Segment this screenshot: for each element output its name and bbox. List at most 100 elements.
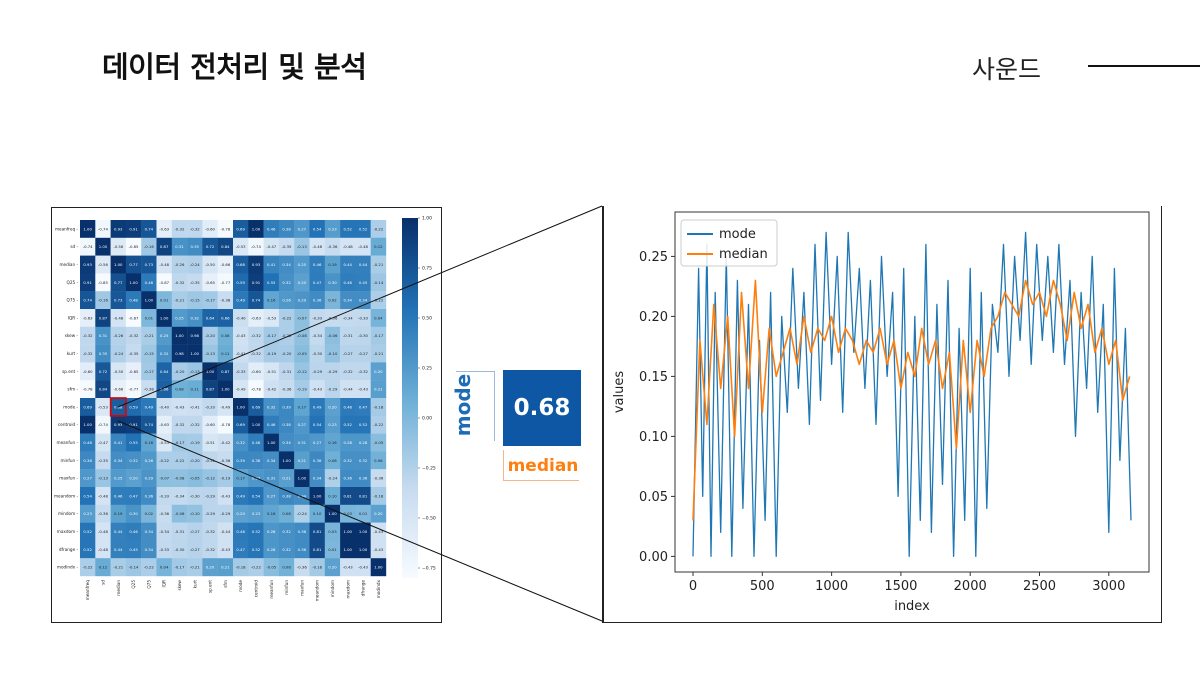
heatmap-cell [80,326,96,345]
heatmap-cell-label: -0.32 [358,369,368,374]
heatmap-cell-label: 0.20 [236,511,245,516]
heatmap-cell-label: -0.22 [83,565,93,570]
heatmap-cell-label: 1.00 [83,226,92,231]
heatmap-cell [95,362,111,381]
heatmap-cell [80,487,96,505]
heatmap-cell [80,451,96,470]
heatmap-cell-label: -0.17 [175,565,185,570]
y-tick-label: 0.00 [639,550,668,565]
heatmap-cell-label: 0.26 [145,458,154,463]
heatmap-cell-label: 0.30 [328,280,337,285]
heatmap-cell-label: -0.18 [312,565,322,570]
y-tick-label: 0.10 [639,430,668,445]
heatmap-cell-label: -0.78 [251,387,261,392]
x-tick-label: 3000 [1092,579,1125,594]
heatmap-cell-label: -0.20 [175,369,185,374]
heatmap-cell [95,255,111,274]
heatmap-cell-label: 0.36 [359,476,368,481]
heatmap-cell-label: 0.46 [267,226,276,231]
heatmap-cell-label: 1.00 [221,387,230,392]
heatmap-cell-label: -0.32 [129,333,139,338]
heatmap-cell-label: 0.44 [114,529,123,534]
heatmap-cell-label: 0.29 [298,298,307,303]
x-axis-label: index [894,599,930,614]
heatmap-cell-label: -0.13 [205,351,215,356]
heatmap-cell-label: -0.22 [373,422,383,427]
heatmap-cell-label: 0.54 [83,493,92,498]
heatmap-cell [95,326,111,345]
mode-median-lineplot: 0 500 1000 1500 2000 2500 3000 0.00 0.05 0.10 0.15… [612,211,1150,614]
heatmap-cell-label: 0.52 [344,422,353,427]
heatmap-cell-label: 0.47 [359,404,368,409]
heatmap-cell-label: 1.00 [344,547,353,552]
heatmap-cell-label: -0.63 [83,315,93,320]
heatmap-row-label: skew - [65,333,79,338]
heatmap-cell-label: -0.29 [328,369,338,374]
heatmap-cell [80,309,96,327]
heatmap-cell-label: -0.27 [190,529,200,534]
heatmap-cell [95,415,111,434]
heatmap-cell-label: -0.08 [297,333,307,338]
heatmap-cell-label: 1.00 [344,529,353,534]
x-tick-label: 2000 [954,579,987,594]
heatmap-cell-label: 0.30 [129,511,138,516]
heatmap-cell-label: -0.15 [190,298,200,303]
heatmap-cell-label: 0.20 [206,565,215,570]
heatmap-cell [95,522,111,541]
heatmap-cell [80,362,96,381]
heatmap-cell-label: 0.68 [236,262,245,267]
heatmap-row-label: sfm - [67,387,78,392]
heatmap-cell-label: 0.20 [129,476,138,481]
heatmap-cell-label: 0.69 [236,422,245,427]
heatmap-col-label: Q75 [146,580,151,589]
heatmap-row-label: centroid - [58,422,79,427]
heatmap-cell-label: -0.19 [220,476,230,481]
heatmap-cell-label: 1.00 [252,226,261,231]
heatmap-cell-label: -0.47 [266,244,276,249]
heatmap-cell-label: -0.19 [266,351,276,356]
heatmap-cell-label: 0.31 [99,333,108,338]
heatmap-cell-label: 0.26 [282,298,291,303]
heatmap-cell-label: -0.32 [175,226,185,231]
series-line-median [692,279,1131,521]
heatmap-cell-label: 0.64 [206,315,215,320]
heatmap-col-label: dfrange [361,580,366,597]
heatmap-col-label: maxdom [345,580,350,598]
callout-row-label: mode [451,373,475,437]
heatmap-cell-label: -0.29 [220,511,230,516]
heatmap-cell [95,487,111,505]
correlation-heatmap-panel: 1.00 -0.74 0.93 0.91 0.74 -0.63 -0.32 -0.32 -0.6… [51,207,442,623]
heatmap-cell [80,255,96,274]
heatmap-cell-label: 0.49 [145,404,154,409]
heatmap-cell-label: -0.48 [358,244,368,249]
heatmap-cell-label: 0.38 [83,458,92,463]
heatmap-cell-label: 0.45 [359,280,368,285]
heatmap-cell-label: -0.18 [373,404,383,409]
heatmap-cell-label: 0.12 [374,244,383,249]
heatmap-cell-label: 0.93 [114,422,123,427]
heatmap-cell-label: 0.55 [129,440,138,445]
heatmap-cell [80,469,96,488]
heatmap-col-label: Q25 [131,580,136,589]
heatmap-cell-label: 0.49 [236,298,245,303]
heatmap-cell-label: -0.12 [297,369,307,374]
heatmap-cell-label: 0.36 [344,476,353,481]
heatmap-cell-label: -0.51 [266,369,276,374]
heatmap-cell-label: -0.41 [236,351,246,356]
heatmap-cell-label: -0.22 [282,315,292,320]
heatmap-cell-label: -0.08 [175,476,185,481]
heatmap-cell-label: -0.48 [98,529,108,534]
heatmap-cell-label: -0.21 [373,262,383,267]
heatmap-cell-label: -0.85 [98,280,108,285]
heatmap-cell-label: -0.32 [190,422,200,427]
heatmap-cell-label: 1.00 [83,422,92,427]
heatmap-cell-label: -0.33 [159,547,169,552]
heatmap-cell [95,433,111,452]
heatmap-cell-label: -0.20 [205,333,215,338]
heatmap-cell-label: 0.34 [145,529,154,534]
heatmap-cell-label: -0.34 [159,529,169,534]
heatmap-cell-label: -0.78 [220,422,230,427]
heatmap-cell-label: -0.17 [266,333,276,338]
heatmap-cell-label: 0.84 [99,387,108,392]
heatmap-cell-label: 1.00 [298,476,307,481]
